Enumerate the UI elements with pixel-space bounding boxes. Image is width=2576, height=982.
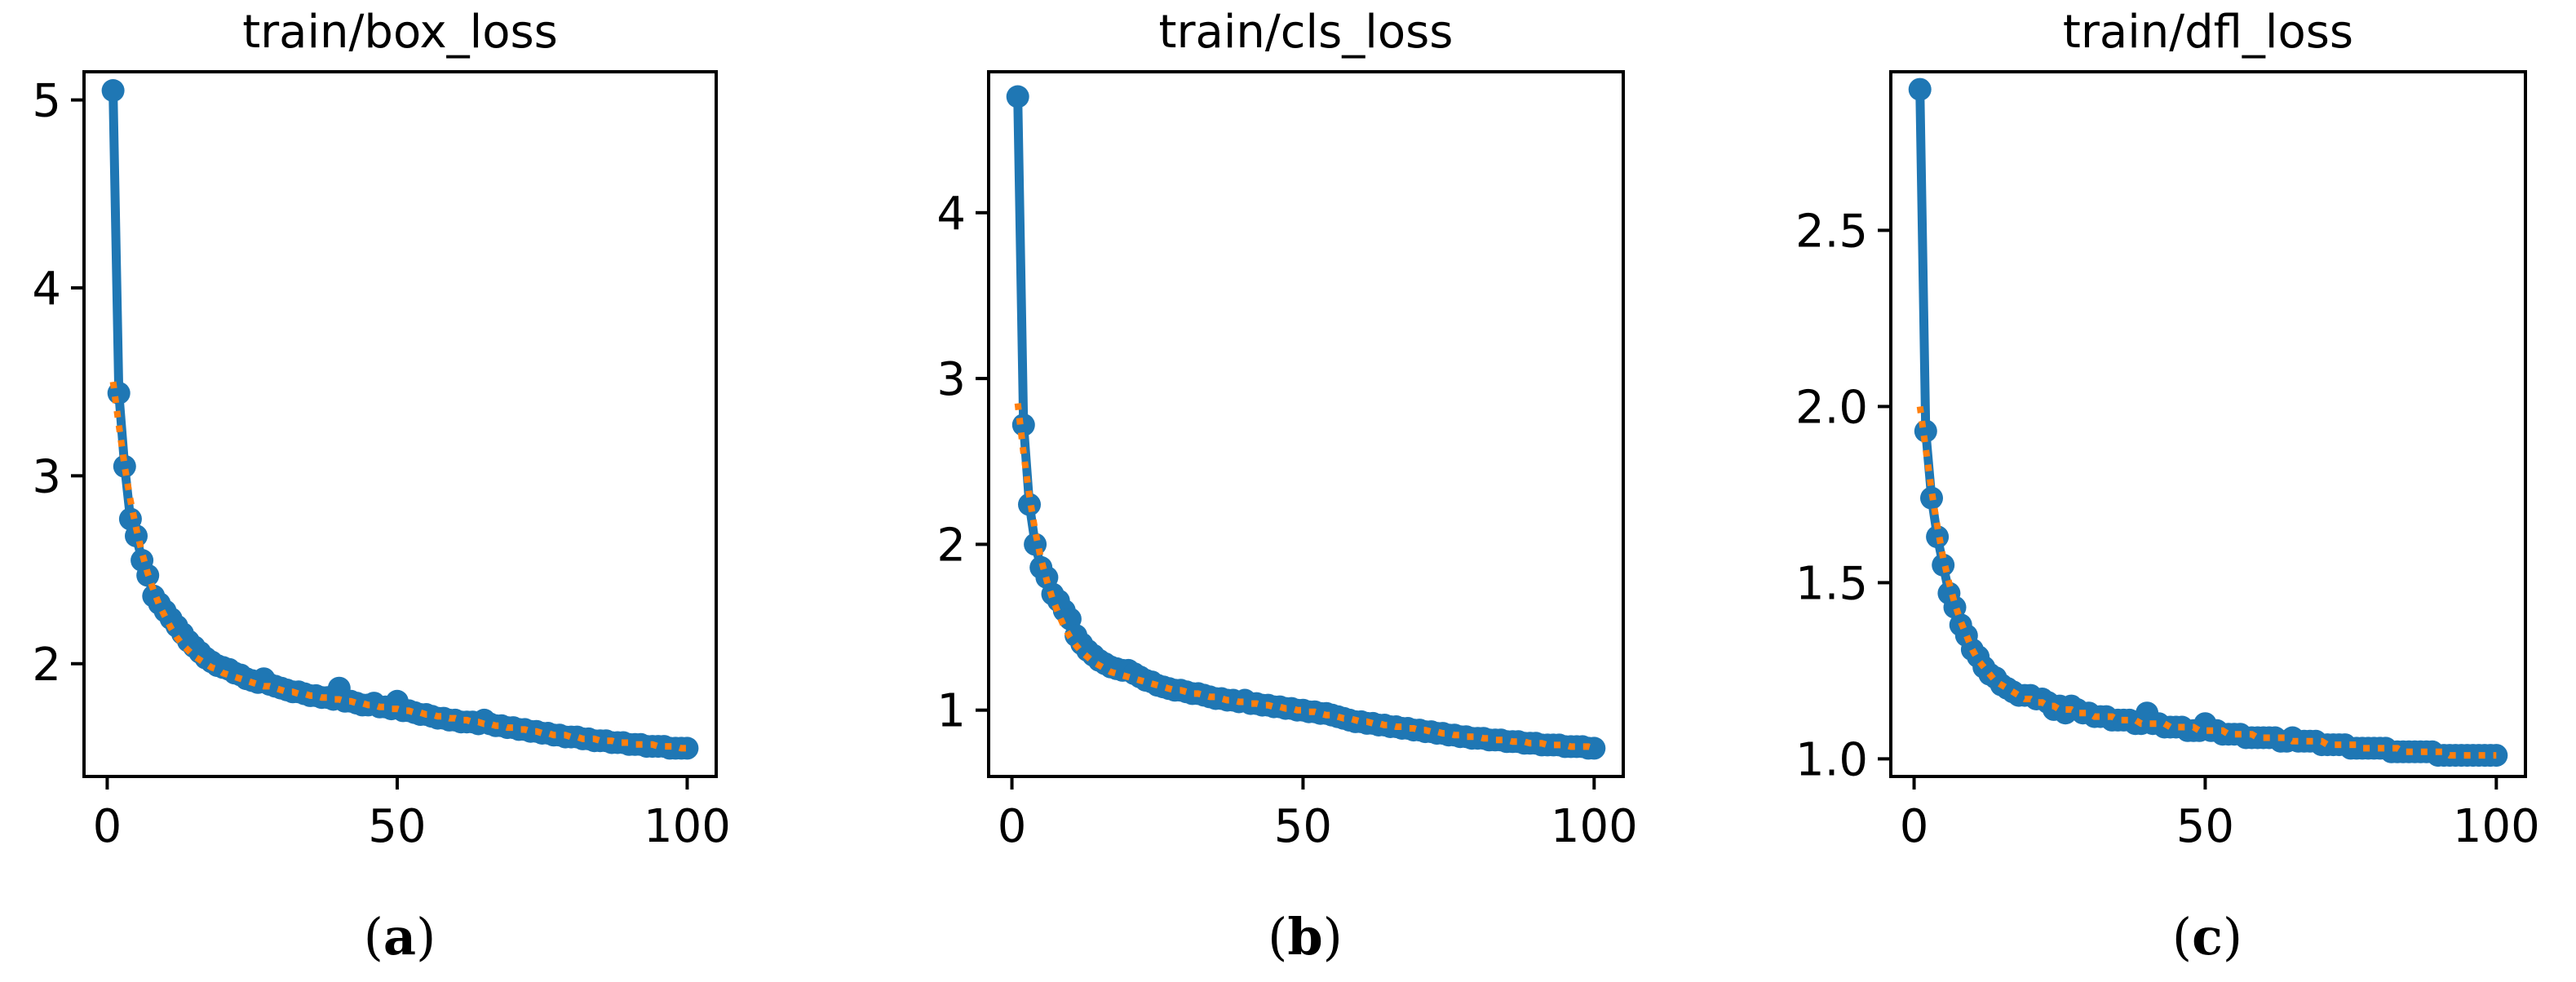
chart-panel-b: train/cls_loss 0 50 100 1 2 3 4 (b) bbox=[936, 6, 1637, 967]
x-tick-label: 100 bbox=[2453, 800, 2540, 853]
x-tick-label: 50 bbox=[1274, 800, 1332, 853]
y-tick-label: 1.5 bbox=[1795, 557, 1868, 610]
axes-frame bbox=[82, 70, 718, 778]
data-point bbox=[675, 736, 699, 760]
series-observed bbox=[1006, 85, 1606, 760]
panel-caption: (c) bbox=[2172, 907, 2242, 967]
plot-area bbox=[1908, 77, 2508, 767]
series-trend-dotted bbox=[1014, 403, 1596, 752]
axes-frame bbox=[987, 70, 1625, 778]
y-tick-label: 2.0 bbox=[1795, 381, 1868, 434]
plot-area bbox=[101, 79, 699, 760]
y-tick-label: 3 bbox=[32, 450, 61, 503]
x-tick-label: 0 bbox=[1900, 800, 1929, 853]
y-tick-label: 2 bbox=[32, 639, 61, 692]
panel-caption-letter: b bbox=[1287, 907, 1322, 967]
y-tick-label: 3 bbox=[936, 353, 966, 406]
chart-title: train/dfl_loss bbox=[2063, 6, 2353, 59]
chart-panel-c: train/dfl_loss 0 50 100 1.0 1.5 2.0 2.5 (c) bbox=[1795, 6, 2540, 967]
chart-title: train/box_loss bbox=[242, 6, 558, 59]
chart-title: train/cls_loss bbox=[1159, 6, 1454, 59]
series-observed bbox=[101, 79, 699, 760]
data-point bbox=[1018, 493, 1041, 516]
y-tick-label: 4 bbox=[936, 188, 966, 241]
y-tick-label: 1.0 bbox=[1795, 733, 1868, 786]
data-point bbox=[101, 79, 125, 102]
panel-caption: (b) bbox=[1268, 907, 1343, 967]
data-point bbox=[1006, 85, 1029, 108]
series-trend-dotted bbox=[1916, 405, 2497, 759]
axes-frame bbox=[1889, 70, 2527, 778]
y-tick-label: 1 bbox=[936, 685, 966, 738]
data-point bbox=[1582, 736, 1606, 760]
x-tick-label: 50 bbox=[2176, 800, 2234, 853]
panel-caption: (a) bbox=[364, 907, 436, 967]
series-line bbox=[1915, 89, 2497, 760]
series-trend-dotted bbox=[109, 381, 688, 752]
x-tick-label: 100 bbox=[644, 800, 731, 853]
y-tick-label: 2.5 bbox=[1795, 205, 1868, 258]
plot-area bbox=[1006, 85, 1606, 760]
chart-panel-a: train/box_loss 0 50 100 2 3 4 5 (a) bbox=[32, 6, 731, 967]
series-observed bbox=[1908, 77, 2508, 767]
data-point bbox=[113, 454, 136, 478]
x-tick-label: 100 bbox=[1551, 800, 1638, 853]
data-point bbox=[1908, 77, 1932, 101]
panel-caption-letter: c bbox=[2192, 907, 2223, 967]
x-tick-label: 0 bbox=[93, 800, 122, 853]
x-tick-label: 50 bbox=[368, 800, 426, 853]
y-tick-label: 5 bbox=[32, 75, 61, 128]
y-tick-label: 4 bbox=[32, 263, 61, 316]
y-tick-label: 2 bbox=[936, 519, 966, 572]
x-tick-label: 0 bbox=[998, 800, 1027, 853]
panel-caption-letter: a bbox=[383, 907, 416, 967]
